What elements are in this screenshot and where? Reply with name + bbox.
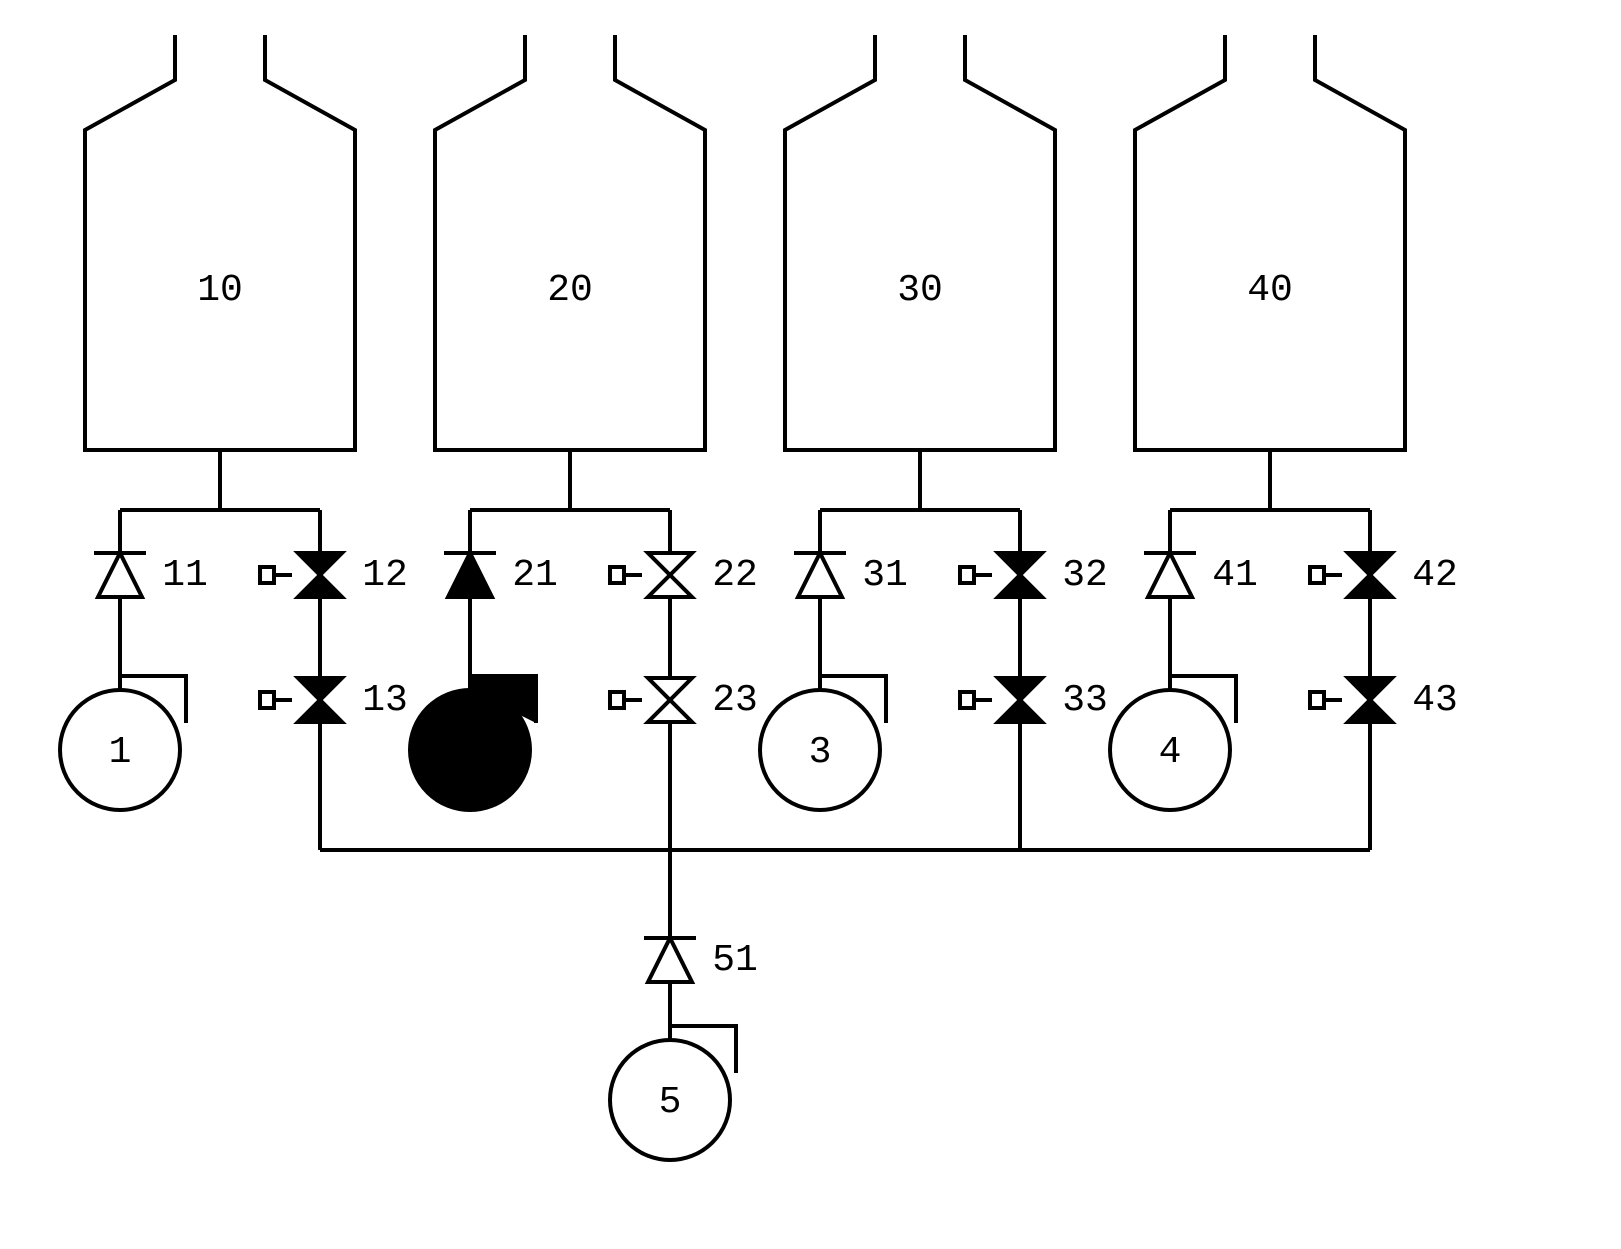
check-valve-4: [1148, 553, 1192, 597]
iso-valve-4-lower-label: 43: [1412, 679, 1458, 722]
check-valve-1: [98, 553, 142, 597]
iso-valve-2-upper-actuator: [610, 567, 624, 583]
vessel-4-label: 40: [1247, 269, 1293, 312]
schematic-diagram: 101111213202122223303133233404144243515: [0, 0, 1621, 1249]
iso-valve-4-lower-bot: [1348, 700, 1392, 722]
iso-valve-1-lower-actuator: [260, 692, 274, 708]
iso-valve-2-lower-actuator: [610, 692, 624, 708]
iso-valve-3-lower-label: 33: [1062, 679, 1108, 722]
iso-valve-2-upper-label: 22: [712, 554, 758, 597]
iso-valve-1-lower-label: 13: [362, 679, 408, 722]
pump-3-label: 3: [809, 731, 832, 774]
pump-2-label: 2: [459, 731, 482, 774]
vessel-3: [785, 35, 1055, 450]
pump-4-label: 4: [1159, 731, 1182, 774]
iso-valve-1-lower-bot: [298, 700, 342, 722]
iso-valve-2-upper-top: [648, 553, 692, 575]
iso-valve-4-lower-actuator: [1310, 692, 1324, 708]
check-valve-2-label: 21: [512, 554, 558, 597]
iso-valve-4-upper-top: [1348, 553, 1392, 575]
check-valve-4-label: 41: [1212, 554, 1258, 597]
iso-valve-3-lower-bot: [998, 700, 1042, 722]
iso-valve-2-lower-label: 23: [712, 679, 758, 722]
iso-valve-4-lower-top: [1348, 678, 1392, 700]
iso-valve-3-lower-actuator: [960, 692, 974, 708]
iso-valve-3-upper-top: [998, 553, 1042, 575]
pump-1-label: 1: [109, 731, 132, 774]
iso-valve-3-lower-top: [998, 678, 1042, 700]
vessel-2-label: 20: [547, 269, 593, 312]
iso-valve-1-upper-bot: [298, 575, 342, 597]
vessel-1-label: 10: [197, 269, 243, 312]
check-valve-5: [648, 938, 692, 982]
iso-valve-1-upper-label: 12: [362, 554, 408, 597]
iso-valve-1-lower-top: [298, 678, 342, 700]
iso-valve-1-upper-top: [298, 553, 342, 575]
iso-valve-4-upper-label: 42: [1412, 554, 1458, 597]
check-valve-1-label: 11: [162, 554, 208, 597]
iso-valve-4-upper-actuator: [1310, 567, 1324, 583]
iso-valve-2-upper-bot: [648, 575, 692, 597]
check-valve-2: [448, 553, 492, 597]
vessel-2: [435, 35, 705, 450]
iso-valve-4-upper-bot: [1348, 575, 1392, 597]
iso-valve-2-lower-top: [648, 678, 692, 700]
iso-valve-1-upper-actuator: [260, 567, 274, 583]
vessel-1: [85, 35, 355, 450]
check-valve-5-label: 51: [712, 939, 758, 982]
iso-valve-3-upper-bot: [998, 575, 1042, 597]
vessel-4: [1135, 35, 1405, 450]
check-valve-3-label: 31: [862, 554, 908, 597]
vessel-3-label: 30: [897, 269, 943, 312]
pump-5-label: 5: [659, 1081, 682, 1124]
iso-valve-3-upper-actuator: [960, 567, 974, 583]
iso-valve-2-lower-bot: [648, 700, 692, 722]
check-valve-3: [798, 553, 842, 597]
iso-valve-3-upper-label: 32: [1062, 554, 1108, 597]
